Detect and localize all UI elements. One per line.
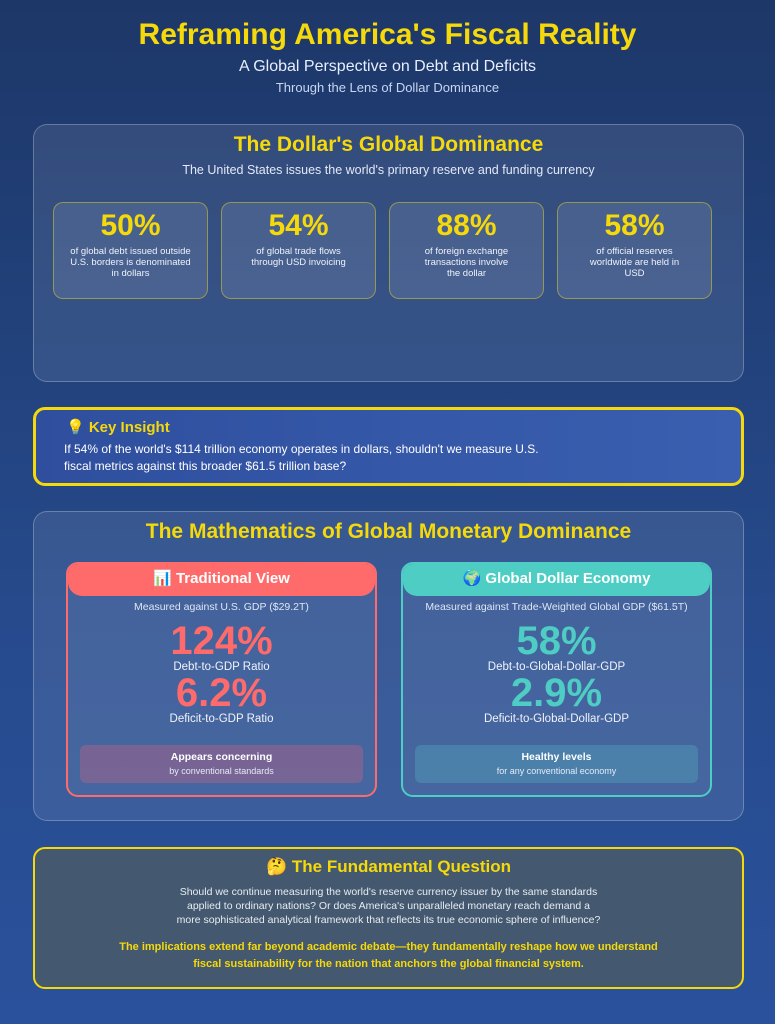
debt-ratio: 124% — [170, 619, 273, 663]
insight-title: 💡 Key Insight — [66, 419, 170, 436]
page-tagline: Through the Lens of Dollar Dominance — [275, 80, 500, 95]
section-description: The United States issues the world's pri… — [182, 163, 595, 177]
traditional-view-card: 📊 Traditional View Measured against U.S.… — [66, 562, 377, 797]
debt-ratio-label: Debt-to-GDP Ratio — [173, 661, 270, 673]
stat-value: 58% — [604, 209, 665, 242]
deficit-ratio-label: Deficit-to-Global-Dollar-GDP — [483, 713, 630, 725]
card-subtitle: Measured against Trade-Weighted Global G… — [425, 601, 688, 613]
deficit-ratio: 6.2% — [175, 671, 268, 715]
section-title: The Mathematics of Global Monetary Domin… — [145, 520, 632, 543]
section-title: The Dollar's Global Dominance — [233, 133, 544, 156]
key-insight-box: 💡 Key Insight If 54% of the world's $114… — [33, 407, 744, 486]
stat-text: of global debt issued outside U.S. borde… — [70, 246, 191, 279]
verdict-box: Appears concerning by conventional standa… — [80, 745, 363, 783]
page-title: Reframing America's Fiscal Reality — [138, 18, 637, 51]
verdict-title: Healthy levels — [521, 751, 592, 763]
stat-card: 50% of global debt issued outside U.S. bo… — [53, 202, 208, 299]
deficit-ratio-label: Deficit-to-GDP Ratio — [169, 713, 274, 725]
verdict-sub: for any conventional economy — [496, 766, 617, 776]
debt-ratio-label: Debt-to-Global-Dollar-GDP — [487, 661, 626, 673]
stat-card: 88% of foreign exchange transactions invo… — [389, 202, 544, 299]
deficit-ratio: 2.9% — [510, 671, 603, 715]
stat-value: 54% — [268, 209, 329, 242]
question-body: Should we continue measuring the world's… — [176, 886, 601, 926]
stat-text: of official reserves worldwide are held … — [589, 246, 680, 279]
stat-text: of foreign exchange transactions involve… — [424, 246, 509, 279]
stat-card: 54% of global trade flows through USD inv… — [221, 202, 376, 299]
verdict-sub: by conventional standards — [169, 766, 274, 776]
global-dollar-economy-card: 🌍 Global Dollar Economy Measured against… — [401, 562, 712, 797]
card-heading: 🌍 Global Dollar Economy — [403, 564, 710, 596]
page-subtitle: A Global Perspective on Debt and Deficit… — [238, 58, 537, 75]
dollar-dominance-panel: The Dollar's Global Dominance The United… — [33, 124, 744, 382]
stat-card: 58% of official reserves worldwide are he… — [557, 202, 712, 299]
stat-text: of global trade flows through USD invoic… — [251, 246, 346, 268]
insight-body: If 54% of the world's $114 trillion econ… — [64, 442, 539, 473]
stat-value: 88% — [436, 209, 497, 242]
card-subtitle: Measured against U.S. GDP ($29.2T) — [134, 601, 309, 613]
verdict-title: Appears concerning — [170, 751, 273, 763]
verdict-box: Healthy levels for any conventional econo… — [415, 745, 698, 783]
mathematics-panel: The Mathematics of Global Monetary Domin… — [33, 511, 744, 821]
fundamental-question-box: 🤔 The Fundamental Question Should we con… — [33, 847, 744, 989]
stat-value: 50% — [100, 209, 161, 242]
card-heading: 📊 Traditional View — [68, 564, 375, 596]
debt-ratio: 58% — [516, 619, 597, 663]
question-title: 🤔 The Fundamental Question — [265, 857, 511, 876]
question-conclusion: The implications extend far beyond acade… — [119, 941, 658, 970]
